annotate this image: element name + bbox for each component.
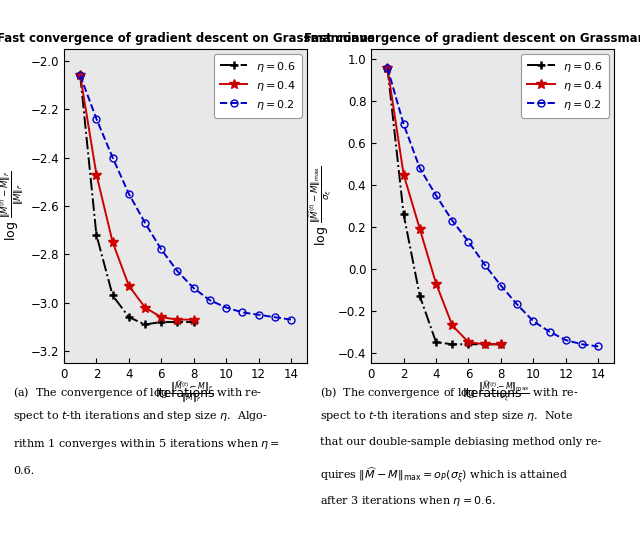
Text: that our double-sample debiasing method only re-: that our double-sample debiasing method … <box>320 437 601 447</box>
Title: Fast convergence of gradient descent on Grassmannians: Fast convergence of gradient descent on … <box>0 32 374 45</box>
Text: (a)  The convergence of log $\frac{\|\widehat{M}^{(t)}-M\|_F}{\|M\|_F}$ with re-: (a) The convergence of log $\frac{\|\wid… <box>13 379 262 405</box>
Text: spect to $t$-th iterations and step size $\eta$.  Algo-: spect to $t$-th iterations and step size… <box>13 409 268 423</box>
Text: after 3 iterations when $\eta = 0.6$.: after 3 iterations when $\eta = 0.6$. <box>320 494 496 508</box>
Text: spect to $t$-th iterations and step size $\eta$.  Note: spect to $t$-th iterations and step size… <box>320 409 573 423</box>
Legend: $\eta = 0.6$, $\eta = 0.4$, $\eta = 0.2$: $\eta = 0.6$, $\eta = 0.4$, $\eta = 0.2$ <box>214 54 301 118</box>
Text: quires $\|\widehat{M} - M\|_{\max} = o_P(\sigma_\xi)$ which is attained: quires $\|\widehat{M} - M\|_{\max} = o_P… <box>320 466 568 486</box>
Y-axis label: log $\frac{\|\widehat{M}^{(t)}-M\|_{\max}}{\sigma_\xi}$: log $\frac{\|\widehat{M}^{(t)}-M\|_{\max… <box>308 165 333 247</box>
Legend: $\eta = 0.6$, $\eta = 0.4$, $\eta = 0.2$: $\eta = 0.6$, $\eta = 0.4$, $\eta = 0.2$ <box>521 54 609 118</box>
Y-axis label: log $\frac{\|\widehat{M}^{(t)}-M\|_F}{\|M\|_F}$: log $\frac{\|\widehat{M}^{(t)}-M\|_F}{\|… <box>0 171 26 241</box>
X-axis label: Iterations: Iterations <box>463 386 522 399</box>
Text: (b)  The convergence of log $\frac{\|\widehat{M}^{(t)}-M\|_{\max}}{\sigma_\xi}$ : (b) The convergence of log $\frac{\|\wid… <box>320 379 579 404</box>
Text: rithm 1 converges within 5 iterations when $\eta =$: rithm 1 converges within 5 iterations wh… <box>13 437 280 451</box>
X-axis label: Iterations: Iterations <box>156 386 215 399</box>
Title: Fast convergence of gradient descent on Grassmannians: Fast convergence of gradient descent on … <box>304 32 640 45</box>
Text: 0.6.: 0.6. <box>13 466 34 475</box>
